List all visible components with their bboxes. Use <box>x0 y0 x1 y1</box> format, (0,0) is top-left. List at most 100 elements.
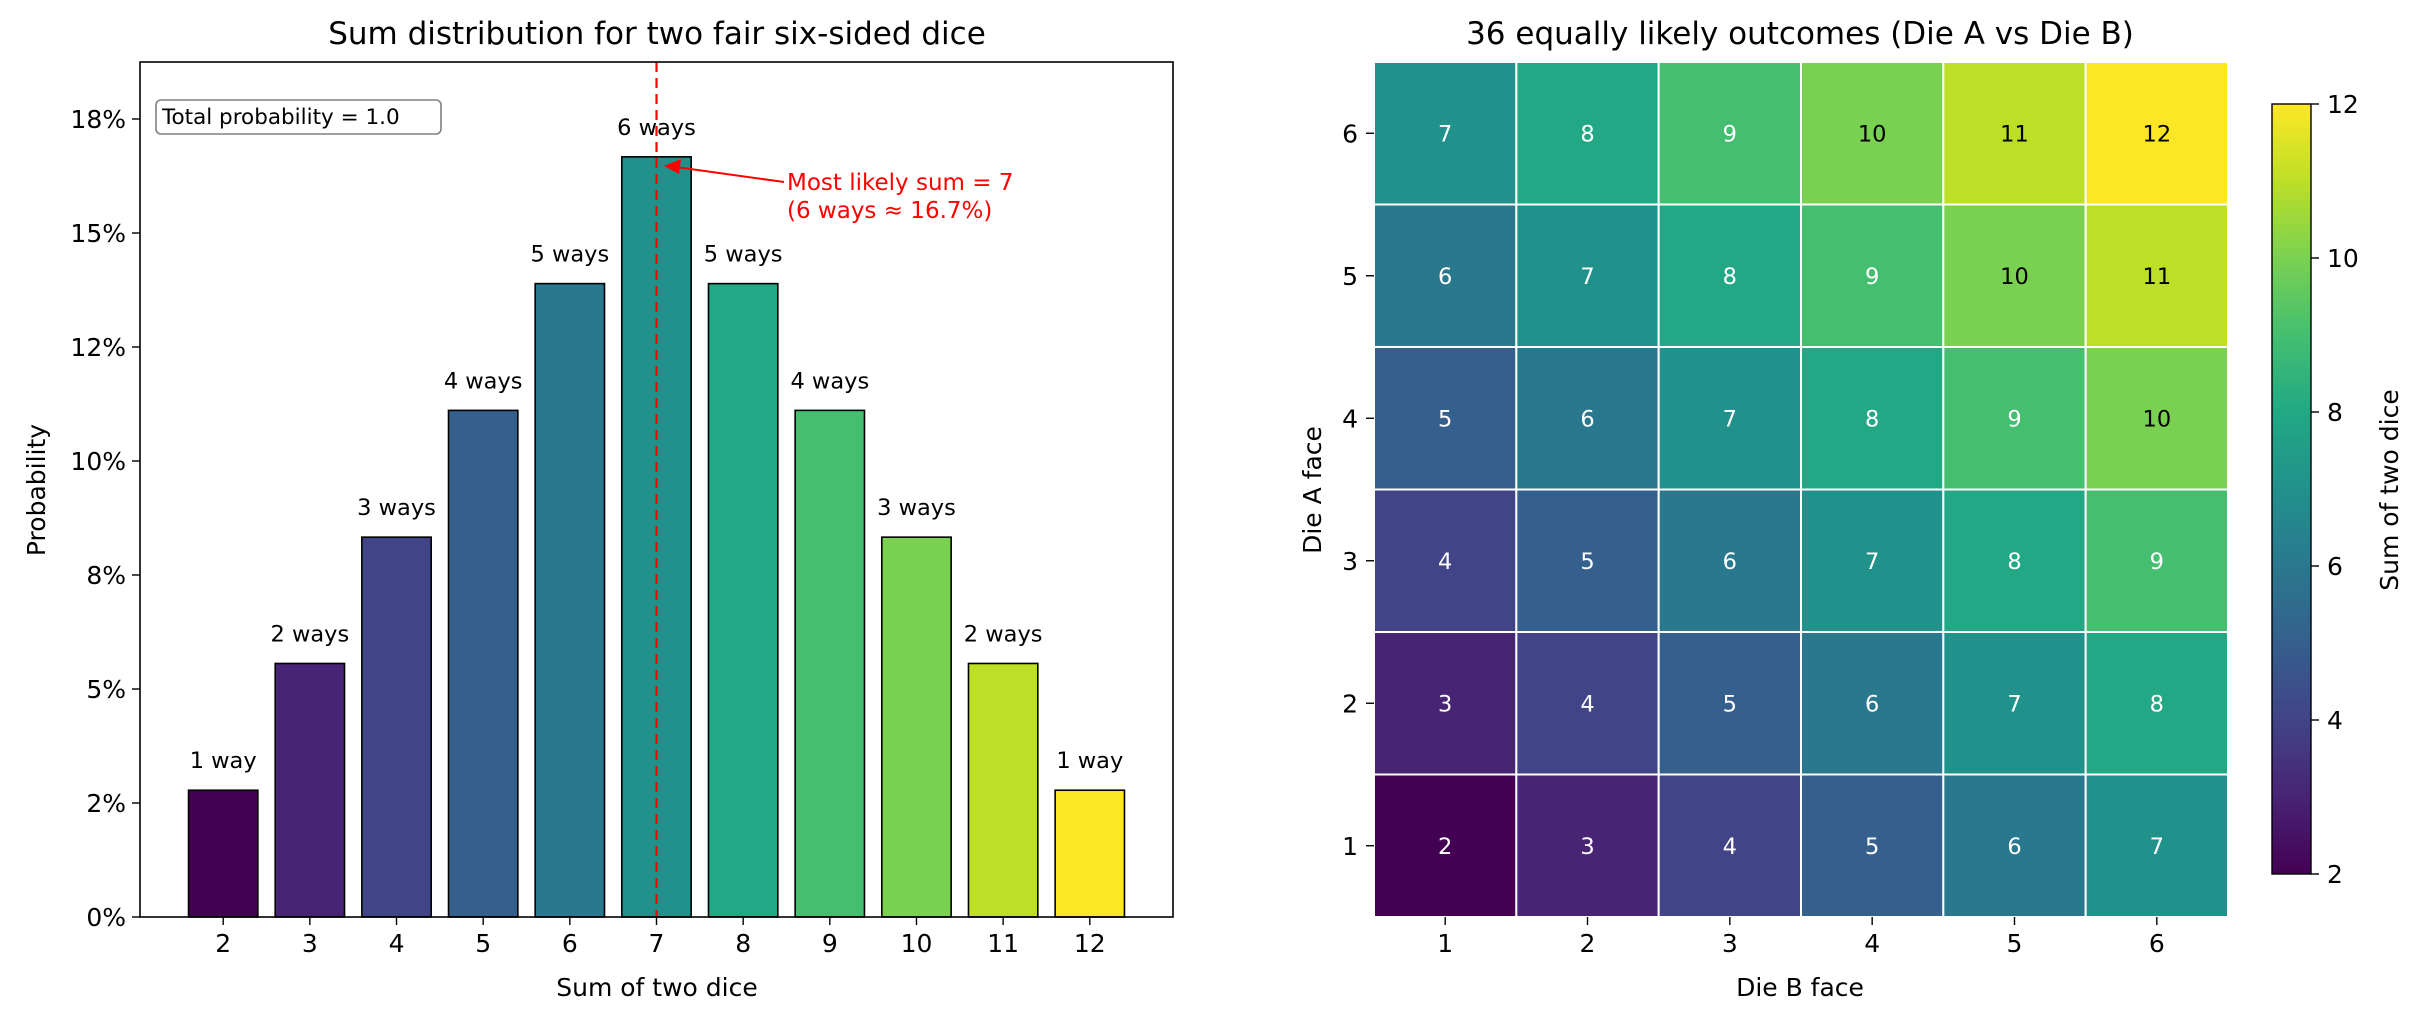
x-tick-label-5: 5 <box>475 929 491 958</box>
heatmap-y-label: Die A face <box>1298 426 1327 554</box>
heatmap-cell <box>1373 61 1518 206</box>
heatmap-cell-value: 12 <box>2143 121 2172 147</box>
heatmap-cell-value: 3 <box>1580 834 1594 860</box>
bar-6 <box>534 282 606 918</box>
colorbar-tick-label: 8 <box>2327 398 2343 427</box>
heatmap-cell-value: 7 <box>1865 549 1879 575</box>
heatmap-x-tick-label: 6 <box>2149 929 2165 958</box>
heatmap-x-axis: 1 2 3 4 5 6 <box>1437 917 2165 958</box>
heatmap-x-tick-label: 4 <box>1864 929 1880 958</box>
bar-10 <box>881 536 952 918</box>
heatmap-cell <box>1942 773 2087 918</box>
heatmap-cell-value: 8 <box>1580 121 1594 147</box>
bar-11 <box>967 662 1039 918</box>
heatmap-cell <box>1657 61 1802 206</box>
y-tick-label: 5% <box>86 675 126 704</box>
heatmap-cell-value: 9 <box>1723 121 1737 147</box>
x-tick-label-10: 10 <box>901 929 933 958</box>
heatmap-cell-value: 2 <box>1438 834 1452 860</box>
y-tick-label: 8% <box>86 561 126 590</box>
heatmap-cell-value: 6 <box>1865 691 1879 717</box>
heatmap-cell <box>1942 203 2087 348</box>
bar-chart-y-axis: 0% 2% 5% 8% 10% 12% 15% 18% <box>70 105 140 932</box>
x-tick-label-2: 2 <box>215 929 231 958</box>
heatmap-cell <box>1373 631 1518 776</box>
heatmap-cell <box>1515 346 1660 491</box>
heatmap-cell-value: 4 <box>1723 834 1737 860</box>
heatmap-cell-value: 8 <box>2150 691 2164 717</box>
x-tick-label-3: 3 <box>302 929 318 958</box>
heatmap-cell-value: 10 <box>2143 406 2172 432</box>
heatmap-cell-value: 11 <box>2000 121 2029 147</box>
x-tick-label-7: 7 <box>649 929 665 958</box>
bar-chart-title: Sum distribution for two fair six-sided … <box>328 16 986 52</box>
bar-label-3: 2 ways <box>271 621 350 647</box>
heatmap-cell-value: 4 <box>1438 549 1452 575</box>
bar-label-4: 3 ways <box>357 495 436 521</box>
heatmap-x-label: Die B face <box>1736 973 1864 1002</box>
heatmap-cell <box>2084 631 2230 776</box>
textbox-text: Total probability = 1.0 <box>161 105 400 130</box>
heatmap-cell <box>2084 488 2230 633</box>
heatmap-cell-value: 7 <box>1723 406 1737 432</box>
y-tick-label: 12% <box>70 333 126 362</box>
heatmap-title: 36 equally likely outcomes (Die A vs Die… <box>1466 16 2134 52</box>
heatmap-cell-value: 10 <box>2000 264 2029 290</box>
heatmap-cell-value: 5 <box>1438 406 1452 432</box>
heatmap-cell <box>2084 203 2230 348</box>
textbox-frame <box>155 99 442 135</box>
heatmap-cell-value: 3 <box>1438 691 1452 717</box>
x-tick-label-4: 4 <box>389 929 405 958</box>
heatmap-cell-value: 4 <box>1580 691 1594 717</box>
annotation-arrow-line <box>675 166 785 183</box>
bar-chart-frame <box>139 61 1174 918</box>
x-tick-label-9: 9 <box>822 929 838 958</box>
heatmap-cell-value: 7 <box>2007 691 2021 717</box>
heatmap-cell-value: 6 <box>1723 549 1737 575</box>
heatmap-cells: 2 3 4 5 6 7 3 4 5 6 7 8 4 5 6 7 8 9 5 6 7 8 9 10 6 7 8 9 10 11 7 8 9 10 11… <box>1373 61 2230 918</box>
heatmap-y-axis: 1 2 3 4 5 6 <box>1342 119 1374 861</box>
bar-chart-x-axis: 2 3 4 5 6 7 8 9 10 11 12 <box>215 917 1106 958</box>
heatmap-y-tick-label: 6 <box>1342 119 1358 148</box>
heatmap-cell-value: 6 <box>2007 834 2021 860</box>
heatmap-cell-value: 7 <box>1580 264 1594 290</box>
bar-3 <box>274 662 346 918</box>
colorbar-tick-label: 12 <box>2327 90 2359 119</box>
heatmap-cell-value: 9 <box>1865 264 1879 290</box>
bar-label-11: 2 ways <box>964 621 1043 647</box>
colorbar <box>2271 103 2312 875</box>
bar-label-2: 1 way <box>190 748 257 774</box>
y-tick-label: 18% <box>70 105 126 134</box>
heatmap-cell-value: 8 <box>1723 264 1737 290</box>
heatmap-cell-value: 9 <box>2007 406 2021 432</box>
bar-2 <box>187 789 259 918</box>
colorbar-tick-label: 4 <box>2327 706 2343 735</box>
heatmap-cell <box>1515 203 1660 348</box>
heatmap-cell <box>1515 61 1660 206</box>
bar-label-8: 5 ways <box>704 242 783 268</box>
x-tick-label-8: 8 <box>735 929 751 958</box>
colorbar-tick-label: 2 <box>2327 860 2343 889</box>
heatmap-cell-value: 5 <box>1723 691 1737 717</box>
heatmap-cell <box>1515 631 1660 776</box>
heatmap-y-tick-label: 4 <box>1342 404 1358 433</box>
bar-5 <box>447 409 519 918</box>
annotation-line-1: Most likely sum = 7 <box>787 170 1013 196</box>
heatmap-cell-value: 7 <box>1438 121 1452 147</box>
bar-8 <box>707 282 779 918</box>
x-tick-label-12: 12 <box>1074 929 1106 958</box>
bar-label-12: 1 way <box>1056 748 1123 774</box>
bar-12 <box>1054 789 1126 918</box>
heatmap-cell-value: 5 <box>1580 549 1594 575</box>
heatmap-cell-value: 6 <box>1438 264 1452 290</box>
heatmap-cell-value: 10 <box>1858 121 1887 147</box>
heatmap-y-tick-label: 2 <box>1342 689 1358 718</box>
heatmap-y-tick-label: 1 <box>1342 832 1358 861</box>
x-tick-label-6: 6 <box>562 929 578 958</box>
heatmap-cell <box>1800 346 1945 491</box>
bar-chart-x-label: Sum of two dice <box>556 973 758 1002</box>
heatmap-cell <box>1657 488 1802 633</box>
heatmap-y-tick-label: 3 <box>1342 547 1358 576</box>
bar-9 <box>794 409 866 918</box>
